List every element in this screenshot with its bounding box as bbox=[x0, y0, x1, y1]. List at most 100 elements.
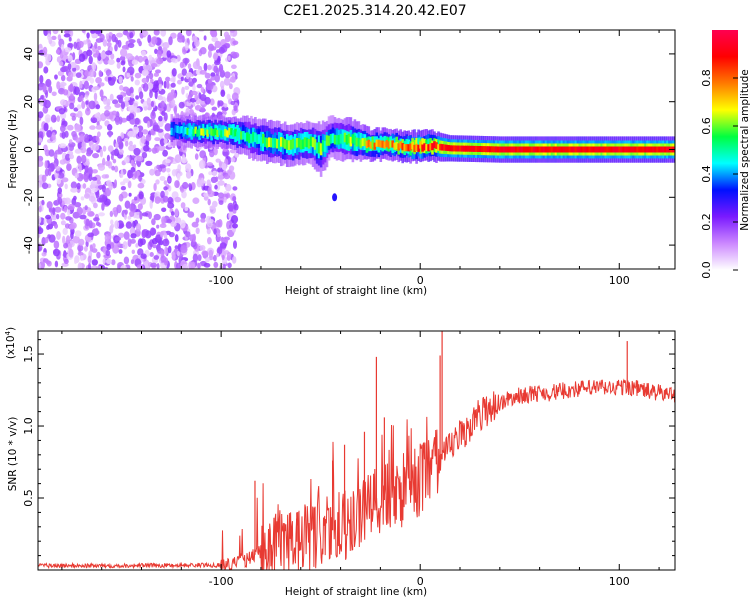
noise-cell bbox=[147, 34, 152, 44]
signal-cell bbox=[347, 133, 351, 144]
signal-cell bbox=[174, 125, 178, 133]
noise-cell bbox=[42, 46, 48, 56]
noise-cell bbox=[123, 178, 130, 184]
signal-cell bbox=[250, 133, 253, 144]
colorbar-tick-label: 0.0 bbox=[700, 261, 713, 279]
noise-cell bbox=[67, 42, 74, 49]
noise-cell bbox=[123, 256, 130, 265]
signal-cell bbox=[325, 135, 329, 146]
noise-cell bbox=[156, 50, 162, 59]
noise-cell bbox=[179, 61, 185, 69]
signal-cell bbox=[459, 145, 462, 152]
snr-x-axis-label: Height of straight line (km) bbox=[285, 586, 427, 598]
noise-cell bbox=[104, 110, 110, 117]
noise-cell bbox=[117, 39, 122, 48]
noise-cell bbox=[134, 117, 140, 125]
noise-cell bbox=[89, 69, 95, 78]
noise-cell bbox=[133, 106, 138, 113]
noise-cell bbox=[46, 225, 50, 230]
noise-cell bbox=[38, 243, 41, 252]
noise-cell bbox=[79, 134, 85, 142]
signal-cell bbox=[216, 129, 219, 137]
noise-cell bbox=[78, 163, 82, 173]
noise-cell bbox=[69, 224, 76, 230]
noise-cell bbox=[61, 43, 65, 51]
signal-cell bbox=[208, 127, 211, 135]
signal-cell bbox=[654, 146, 657, 153]
noise-cell bbox=[38, 181, 41, 189]
signal-cell bbox=[580, 146, 584, 153]
noise-cell bbox=[107, 76, 112, 81]
noise-cell bbox=[45, 214, 52, 220]
noise-cell bbox=[182, 181, 189, 190]
noise-cell bbox=[161, 216, 166, 224]
noise-cell bbox=[120, 264, 127, 269]
noise-cell bbox=[38, 84, 44, 91]
noise-cell bbox=[166, 177, 172, 183]
signal-cell bbox=[202, 128, 205, 136]
noise-cell bbox=[214, 184, 218, 190]
noise-cell bbox=[217, 171, 224, 181]
noise-cell bbox=[85, 218, 90, 227]
signal-cell bbox=[283, 139, 287, 149]
noise-cell bbox=[73, 195, 77, 201]
noise-cell bbox=[184, 206, 189, 211]
spectrogram-panel: -100 0 100 -40 -20 0 20 40 Height of straight l… bbox=[7, 29, 676, 297]
noise-cell bbox=[93, 217, 100, 222]
noise-cell bbox=[142, 30, 149, 37]
noise-cell bbox=[223, 196, 227, 203]
noise-cell bbox=[206, 179, 211, 186]
signal-cell bbox=[572, 146, 576, 153]
signal-cell bbox=[620, 146, 623, 153]
noise-cell bbox=[161, 110, 166, 116]
signal-cell bbox=[491, 146, 494, 153]
noise-cell bbox=[98, 70, 103, 78]
signal-cell bbox=[598, 146, 602, 153]
signal-band bbox=[170, 113, 675, 177]
noise-cell bbox=[173, 92, 177, 99]
noise-cell bbox=[63, 242, 69, 249]
signal-cell bbox=[453, 145, 456, 152]
signal-cell bbox=[242, 131, 245, 140]
isolated-blob bbox=[332, 193, 338, 202]
signal-cell bbox=[508, 146, 512, 153]
signal-cell bbox=[606, 146, 609, 153]
signal-cell bbox=[449, 145, 452, 152]
noise-cell bbox=[223, 77, 231, 86]
noise-cell bbox=[137, 55, 144, 63]
noise-cell bbox=[116, 204, 122, 214]
noise-cell bbox=[91, 62, 97, 71]
signal-cell bbox=[317, 141, 321, 154]
noise-cell bbox=[225, 183, 232, 192]
signal-cell bbox=[522, 146, 526, 153]
noise-cell bbox=[136, 155, 144, 162]
noise-cell bbox=[45, 260, 51, 265]
signal-cell bbox=[564, 146, 568, 153]
noise-cell bbox=[208, 249, 214, 258]
noise-cell bbox=[136, 264, 144, 269]
colorbar-label: Normalized spectral amplitude bbox=[739, 69, 750, 230]
y-tick-label: 20 bbox=[22, 95, 35, 109]
noise-cell bbox=[155, 69, 161, 74]
figure-title: C2E1.2025.314.20.42.E07 bbox=[283, 3, 466, 19]
noise-cell bbox=[229, 30, 235, 33]
noise-cell bbox=[87, 39, 92, 48]
noise-cell bbox=[120, 132, 125, 139]
signal-cell bbox=[214, 127, 217, 136]
noise-cell bbox=[188, 183, 192, 189]
noise-cell bbox=[204, 96, 211, 105]
noise-cell bbox=[230, 100, 235, 106]
noise-cell bbox=[41, 199, 45, 206]
noise-cell bbox=[58, 143, 67, 149]
signal-cell bbox=[425, 143, 428, 152]
noise-cell bbox=[109, 93, 114, 101]
signal-cell bbox=[473, 145, 476, 152]
noise-cell bbox=[108, 132, 112, 138]
noise-cell bbox=[41, 182, 49, 190]
noise-cell bbox=[143, 145, 150, 152]
noise-cell bbox=[169, 77, 176, 82]
signal-cell bbox=[381, 140, 385, 148]
noise-cell bbox=[106, 243, 111, 251]
signal-cell bbox=[182, 128, 185, 136]
